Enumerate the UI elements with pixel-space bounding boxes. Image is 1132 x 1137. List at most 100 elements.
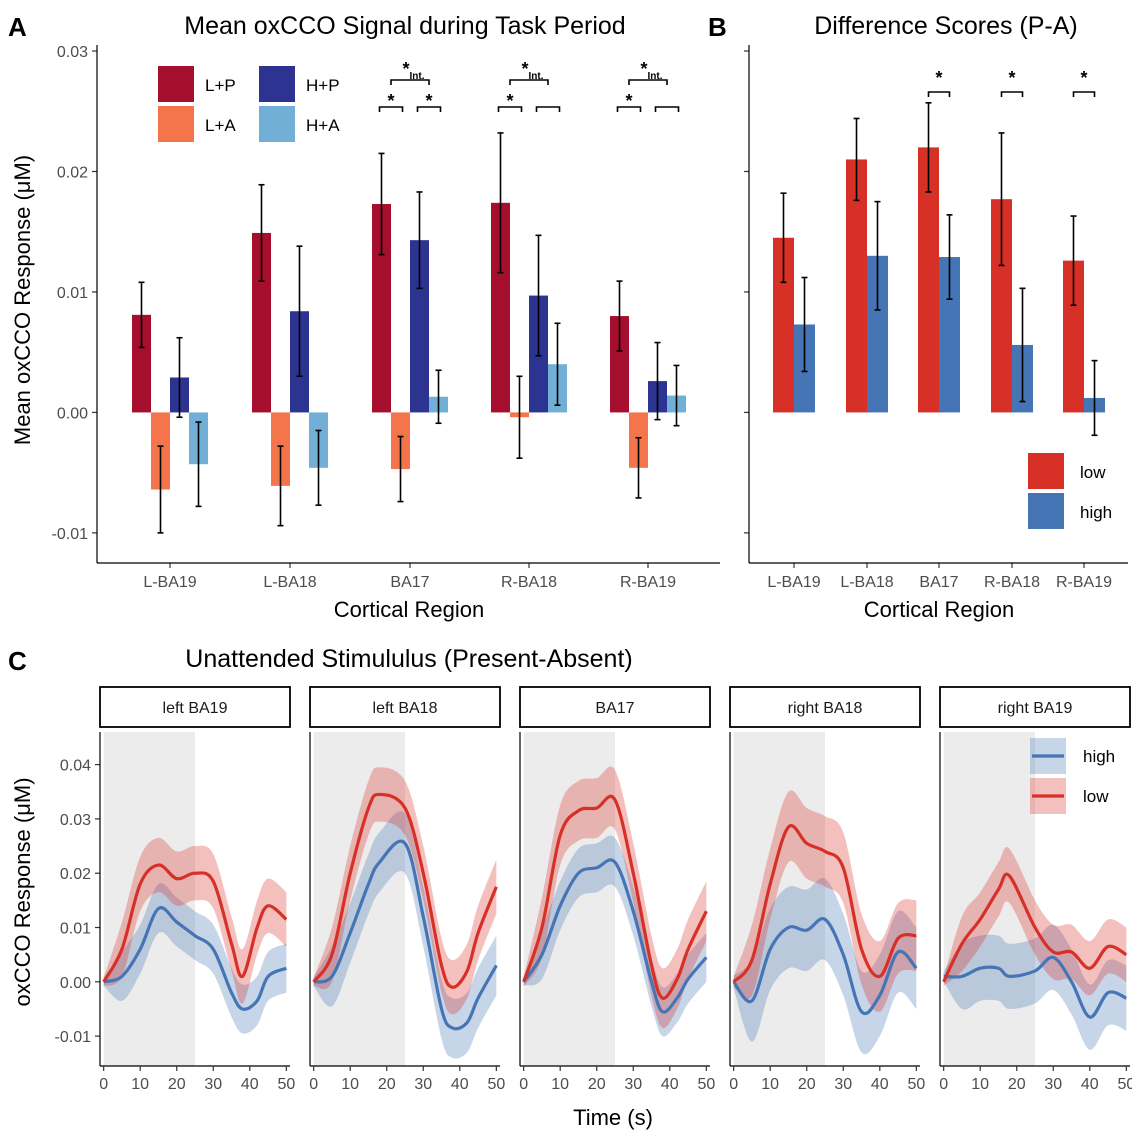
x-tick-label: 40 [871,1076,889,1093]
facet-strip [519,686,711,728]
panel-a-y-axis-title: Mean oxCCO Response (μM) [10,155,35,445]
x-tick-label: 20 [588,1076,606,1093]
panel-b-letter: B [708,12,727,42]
significance-bracket [416,106,442,112]
interaction-label: Int. [529,71,544,82]
significance-star: * [506,91,513,111]
series-line-high [313,839,498,1031]
panel-b-y-axis [744,50,749,534]
x-tick-label: 0 [729,1076,738,1093]
facet-ba17: BA17 0 10 20 30 40 50 [519,686,715,1093]
task-period-shade [103,732,195,1066]
x-tick-label: 50 [907,1076,925,1093]
y-tick-label: 0.04 [60,758,91,775]
x-tick-label: 0 [309,1076,318,1093]
bar [1063,260,1084,413]
y-tick-label: 0.03 [60,812,91,829]
series-line-low [522,794,708,1000]
confidence-band-low [523,766,707,1029]
panel-c-facets: left BA19 0 10 20 30 40 50 left BA18 0 10 20 30 40 50… [99,686,1132,1093]
significance-bracket [927,91,951,97]
bar [918,147,939,413]
panel-c-letter: C [8,646,27,676]
x-tick-label: 10 [131,1076,149,1093]
facet-left-ba19: left BA19 0 10 20 30 40 50 [99,686,295,1093]
panel-a-x-axis: L-BA19 L-BA18 BA17 R-BA18 R-BA19 [143,563,676,591]
series-line-high [943,955,1127,1019]
x-tick-label: 30 [624,1076,642,1093]
bar [372,204,391,413]
bar [867,255,888,413]
panel-c-y-axis-title: oxCCO Response (μM) [10,777,35,1006]
panel-a-legend: L+P L+A H+P H+A [158,66,340,142]
bar [991,199,1012,413]
panel-a-significance: * ** Int.** Int.** Int. [378,59,680,112]
y-tick-label: 0.02 [60,866,91,883]
legend-swatch [259,66,295,102]
series-line-high [103,906,287,1011]
significance-star: * [1008,68,1015,88]
x-tick-label: R-BA18 [984,574,1040,591]
legend-swatch [1028,493,1064,529]
significance-bracket [390,79,430,85]
legend-label: L+A [205,116,236,135]
panel-b: B Difference Scores (P-A) Cortical Regio… [708,12,1128,622]
y-tick-label: 0.02 [57,164,88,181]
confidence-band-high [103,883,287,1034]
bar [491,202,510,413]
panel-b-significance: * * * [927,68,1096,97]
facet-label: left BA19 [163,700,228,717]
y-tick-label: 0.01 [57,285,88,302]
facet-right-ba18: right BA18 0 10 20 30 40 50 [729,686,925,1093]
x-tick-label: 20 [1008,1076,1026,1093]
x-tick-label: 30 [834,1076,852,1093]
x-tick-label: 30 [414,1076,432,1093]
y-tick-label: -0.01 [55,1029,92,1046]
legend-label: low [1080,463,1106,482]
series-line-high [522,858,708,1014]
panel-a-letter: A [8,12,27,42]
interaction-label: Int. [648,71,663,82]
legend-swatch [158,66,194,102]
significance-bracket [654,106,680,112]
significance-bracket [628,79,668,85]
x-tick-label: 0 [519,1076,528,1093]
facet-right-ba19: right BA19 0 10 20 30 40 50 [939,686,1132,1093]
x-tick-label: 30 [1044,1076,1062,1093]
x-tick-label: 20 [798,1076,816,1093]
facet-label: left BA18 [373,700,438,717]
facet-left-ba18: left BA18 0 10 20 30 40 50 [309,686,505,1093]
panel-b-legend: low high [1028,453,1112,529]
facet-strip [309,686,501,728]
x-tick-label: 40 [1081,1076,1099,1093]
legend-label: H+A [306,116,340,135]
x-tick-label: 0 [99,1076,108,1093]
interaction-label: Int. [410,71,425,82]
y-tick-label: 0.01 [60,921,91,938]
series-line-low [732,824,917,983]
panel-b-bars [773,102,1105,437]
significance-bracket [497,106,523,112]
bar [410,240,429,413]
x-tick-label: 40 [451,1076,469,1093]
task-period-shade [733,732,825,1066]
interaction-star: * [521,59,528,79]
panel-a-bars [132,132,686,534]
confidence-band-low [103,837,287,1004]
x-tick-label: L-BA18 [263,574,316,591]
significance-bracket [1000,91,1024,97]
bar [773,237,794,413]
x-tick-label: 0 [939,1076,948,1093]
task-period-shade [943,732,1035,1066]
facet-label: right BA19 [998,700,1073,717]
significance-star: * [625,91,632,111]
y-tick-label: 0.00 [60,975,91,992]
significance-bracket [1072,91,1096,97]
x-tick-label: 10 [971,1076,989,1093]
y-tick-label: -0.01 [52,526,89,543]
bar [132,314,151,413]
x-tick-label: R-BA19 [1056,574,1112,591]
series-line-high [732,917,918,1016]
panel-c-y-axis: -0.01 0.00 0.01 0.02 0.03 0.04 [55,758,100,1046]
